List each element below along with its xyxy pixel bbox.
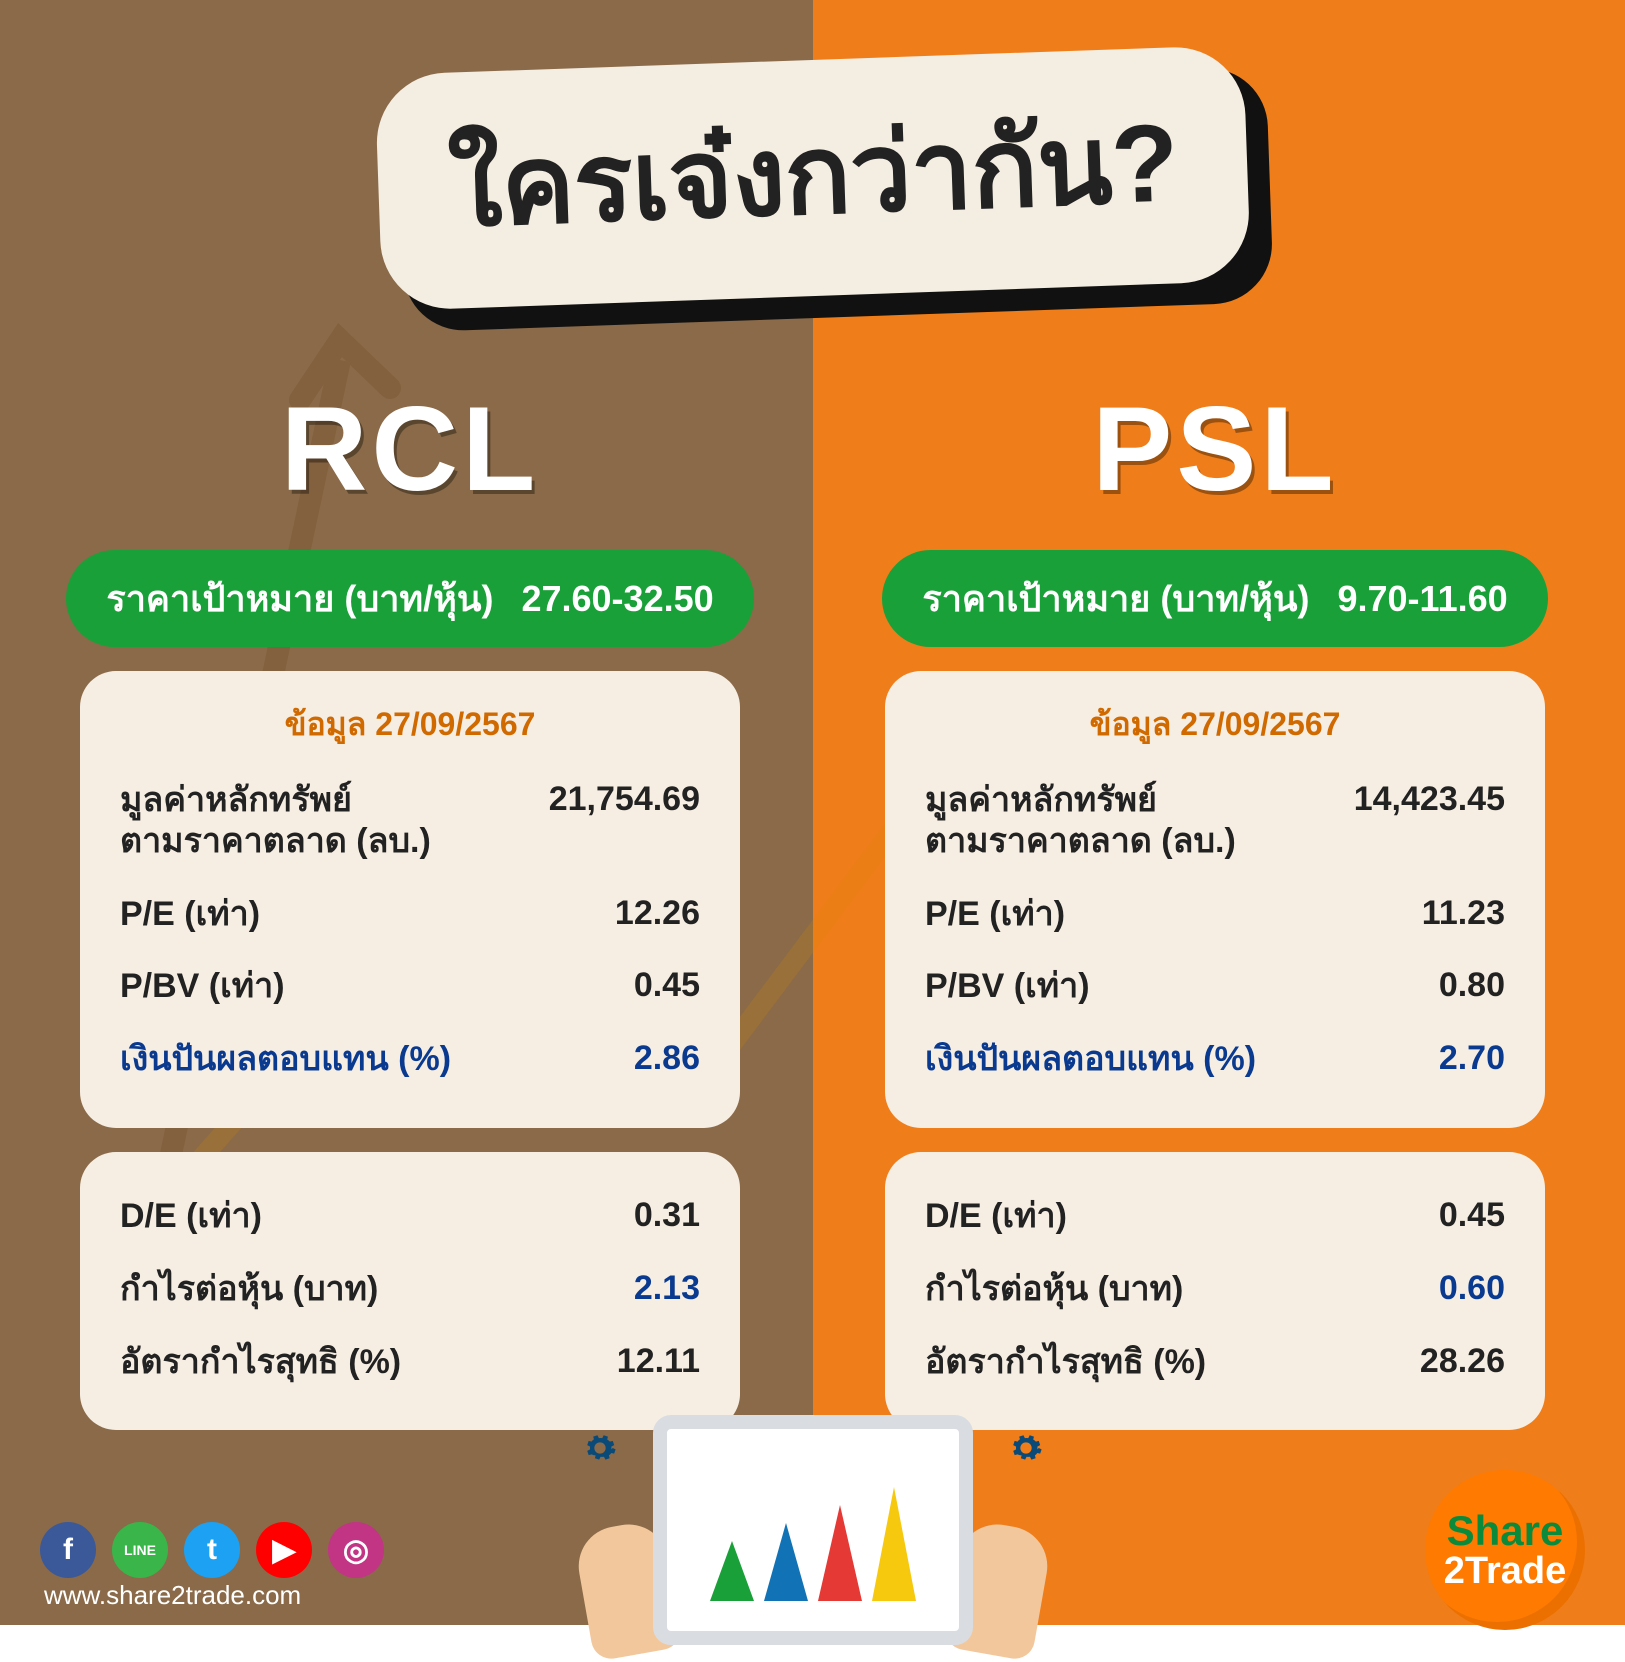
metric-row: P/BV (เท่า) 0.45 <box>120 950 700 1023</box>
metric-value: 2.86 <box>634 1039 700 1078</box>
metric-row: กำไรต่อหุ้น (บาท) 2.13 <box>120 1253 700 1326</box>
ticker-right: PSL <box>1092 380 1337 518</box>
metric-value: 0.60 <box>1439 1269 1505 1308</box>
metric-value: 2.70 <box>1439 1039 1505 1078</box>
metric-row: เงินปันผลตอบแทน (%) 2.86 <box>120 1023 700 1096</box>
metric-row: P/E (เท่า) 11.23 <box>925 878 1505 951</box>
metrics-card-bottom-right: D/E (เท่า) 0.45 กำไรต่อหุ้น (บาท) 0.60 อัตรา… <box>885 1152 1545 1430</box>
metric-label: P/E (เท่า) <box>925 894 1065 935</box>
metric-row: P/BV (เท่า) 0.80 <box>925 950 1505 1023</box>
target-price-pill-left: ราคาเป้าหมาย (บาท/หุ้น) 27.60-32.50 <box>66 550 753 647</box>
metrics-card-top-right: ข้อมูล 27/09/2567 มูลค่าหลักทรัพย์ตามราค… <box>885 671 1545 1128</box>
metric-label: P/BV (เท่า) <box>925 966 1090 1007</box>
data-date-right: ข้อมูล 27/09/2567 <box>925 699 1505 750</box>
brand-line1: Share <box>1447 1510 1564 1552</box>
metric-row: อัตรากำไรสุทธิ (%) 28.26 <box>925 1326 1505 1399</box>
metric-value: 2.13 <box>634 1269 700 1308</box>
metric-row: มูลค่าหลักทรัพย์ตามราคาตลาด (ลบ.) 14,423.… <box>925 764 1505 878</box>
infographic-canvas: ใครเจ๋งกว่ากัน? RCL ราคาเป้าหมาย (บาท/หุ… <box>0 0 1625 1625</box>
metric-label: กำไรต่อหุ้น (บาท) <box>120 1269 378 1310</box>
brand-line2: 2Trade <box>1444 1552 1567 1590</box>
metric-value: 0.31 <box>634 1196 700 1235</box>
target-price-label: ราคาเป้าหมาย (บาท/หุ้น) <box>106 570 493 627</box>
youtube-icon[interactable]: ▶ <box>256 1522 312 1578</box>
metric-value: 14,423.45 <box>1354 780 1505 819</box>
metric-label: เงินปันผลตอบแทน (%) <box>120 1039 451 1080</box>
metric-value: 0.45 <box>634 966 700 1005</box>
target-price-pill-right: ราคาเป้าหมาย (บาท/หุ้น) 9.70-11.60 <box>882 550 1547 647</box>
metric-value: 11.23 <box>1422 894 1505 933</box>
gear-icon <box>583 1431 617 1465</box>
metric-row: P/E (เท่า) 12.26 <box>120 878 700 951</box>
metric-label: เงินปันผลตอบแทน (%) <box>925 1039 1256 1080</box>
metric-label: มูลค่าหลักทรัพย์ตามราคาตลาด (ลบ.) <box>925 780 1236 862</box>
ticker-left: RCL <box>281 380 540 518</box>
target-price-value-left: 27.60-32.50 <box>521 578 713 620</box>
metric-value: 0.80 <box>1439 966 1505 1005</box>
stock-column-left: RCL ราคาเป้าหมาย (บาท/หุ้น) 27.60-32.50 … <box>80 380 740 1430</box>
footer: f LINE t ▶ ◎ Share 2Trade <box>0 1475 1625 1625</box>
twitter-icon[interactable]: t <box>184 1522 240 1578</box>
metric-label: มูลค่าหลักทรัพย์ตามราคาตลาด (ลบ.) <box>120 780 431 862</box>
metric-row: กำไรต่อหุ้น (บาท) 0.60 <box>925 1253 1505 1326</box>
metric-row: D/E (เท่า) 0.31 <box>120 1180 700 1253</box>
metric-row: อัตรากำไรสุทธิ (%) 12.11 <box>120 1326 700 1399</box>
metrics-card-bottom-left: D/E (เท่า) 0.31 กำไรต่อหุ้น (บาท) 2.13 อัตรา… <box>80 1152 740 1430</box>
metric-value: 28.26 <box>1420 1342 1505 1381</box>
share2trade-badge: Share 2Trade <box>1425 1470 1585 1630</box>
metric-value: 12.26 <box>615 894 700 933</box>
title-banner: ใครเจ๋งกว่ากัน? <box>374 45 1251 311</box>
line-icon[interactable]: LINE <box>112 1522 168 1578</box>
metric-label: กำไรต่อหุ้น (บาท) <box>925 1269 1183 1310</box>
metric-label: D/E (เท่า) <box>120 1196 262 1237</box>
metric-value: 0.45 <box>1439 1196 1505 1235</box>
metric-row: มูลค่าหลักทรัพย์ตามราคาตลาด (ลบ.) 21,754.… <box>120 764 700 878</box>
target-price-label: ราคาเป้าหมาย (บาท/หุ้น) <box>922 570 1309 627</box>
data-date-left: ข้อมูล 27/09/2567 <box>120 699 700 750</box>
metric-value: 12.11 <box>617 1342 700 1381</box>
metric-label: P/BV (เท่า) <box>120 966 285 1007</box>
metric-label: อัตรากำไรสุทธิ (%) <box>925 1342 1206 1383</box>
facebook-icon[interactable]: f <box>40 1522 96 1578</box>
instagram-icon[interactable]: ◎ <box>328 1522 384 1578</box>
metric-label: P/E (เท่า) <box>120 894 260 935</box>
social-icons: f LINE t ▶ ◎ <box>40 1522 384 1578</box>
metric-value: 21,754.69 <box>549 780 700 819</box>
target-price-value-right: 9.70-11.60 <box>1337 578 1507 620</box>
metrics-card-top-left: ข้อมูล 27/09/2567 มูลค่าหลักทรัพย์ตามราค… <box>80 671 740 1128</box>
metric-row: D/E (เท่า) 0.45 <box>925 1180 1505 1253</box>
metric-label: อัตรากำไรสุทธิ (%) <box>120 1342 401 1383</box>
stock-column-right: PSL ราคาเป้าหมาย (บาท/หุ้น) 9.70-11.60 ข… <box>885 380 1545 1430</box>
gear-icon <box>1009 1431 1043 1465</box>
metric-label: D/E (เท่า) <box>925 1196 1067 1237</box>
title-text: ใครเจ๋งกว่ากัน? <box>374 45 1251 311</box>
metric-row: เงินปันผลตอบแทน (%) 2.70 <box>925 1023 1505 1096</box>
